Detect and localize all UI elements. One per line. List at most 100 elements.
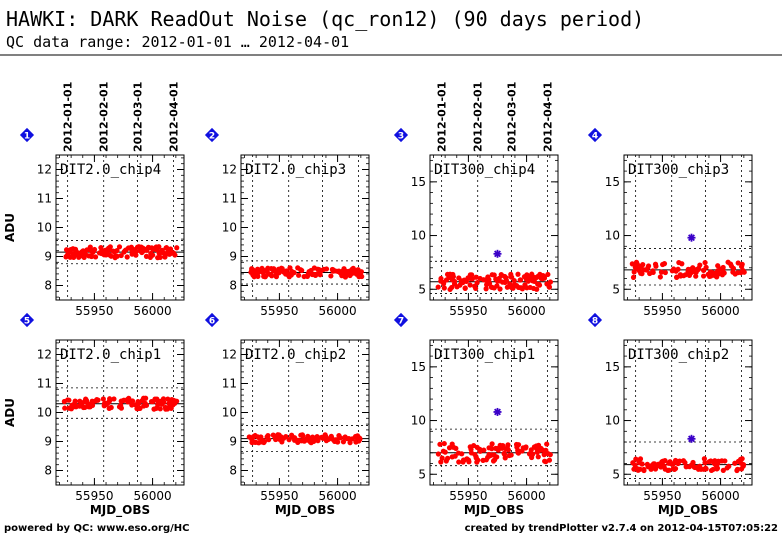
data-point [500, 442, 506, 449]
data-point [519, 286, 526, 292]
data-point [291, 270, 297, 276]
y-tick-label: 8 [229, 279, 237, 293]
data-point [653, 263, 659, 269]
data-point [491, 272, 497, 278]
data-point [474, 280, 480, 286]
data-point [161, 399, 167, 405]
data-point [468, 446, 474, 453]
data-point [523, 445, 529, 451]
data-point [547, 452, 553, 458]
panel-frame [429, 154, 559, 301]
y-tick-label: 10 [37, 406, 52, 420]
data-point [157, 406, 163, 412]
data-point [347, 440, 353, 446]
data-point [62, 405, 68, 411]
data-point [740, 462, 747, 468]
data-point [534, 286, 540, 292]
data-point [255, 273, 261, 279]
data-point [174, 398, 180, 404]
panel-number: 2 [209, 132, 215, 142]
data-point [442, 449, 448, 455]
y-tick-label: 11 [37, 377, 52, 391]
panel-8: 5 10 15 55950 56000 DIT300_chip2 8 MJD_OBS [587, 312, 753, 518]
data-point [702, 460, 708, 466]
x-tick-label: 55950 [75, 489, 113, 503]
panel-frame [623, 339, 753, 486]
y-tick-label: 5 [418, 467, 426, 481]
panel-number-badge [393, 312, 409, 328]
x-tick-label: 56000 [133, 304, 171, 318]
panel-6: 8 9 10 11 12 55950 56000 DIT2.0_chip2 6 MJD_OBS [204, 312, 370, 518]
y-tick-label: 15 [411, 175, 426, 189]
x-tick-label: 55950 [449, 304, 487, 318]
date-tick-label: 2012-04-01 [168, 82, 181, 152]
data-point [645, 263, 652, 269]
data-point [720, 467, 726, 473]
data-point [546, 284, 552, 290]
date-tick-label: 2012-03-01 [131, 82, 144, 152]
data-point [133, 252, 139, 258]
data-point [129, 398, 136, 404]
data-point [650, 269, 656, 276]
data-point [486, 280, 493, 286]
date-tick-label: 2012-03-01 [505, 82, 518, 152]
data-point [497, 286, 503, 292]
panel-number: 6 [209, 317, 215, 327]
y-tick-label: 10 [411, 229, 426, 243]
data-point [441, 440, 447, 447]
data-point [163, 245, 170, 251]
data-point [702, 259, 708, 266]
date-tick-label: 2012-04-01 [542, 82, 555, 152]
outlier-stroke [494, 250, 501, 258]
panel-number: 5 [24, 317, 30, 327]
data-point [88, 253, 95, 260]
x-tick-label: 56000 [507, 304, 545, 318]
data-point [328, 273, 334, 279]
data-point [703, 465, 709, 471]
data-point [511, 278, 517, 284]
data-point [300, 433, 306, 439]
data-point [544, 441, 550, 447]
data-point [82, 404, 88, 411]
y-tick-label: 10 [411, 414, 426, 428]
y-tick-label: 11 [37, 192, 52, 206]
data-point [317, 272, 323, 278]
y-tick-label: 12 [37, 163, 52, 177]
y-tick-label: 10 [37, 221, 52, 235]
page-title: HAWKI: DARK ReadOut Noise (qc_ron12) (90… [6, 7, 644, 31]
data-point [508, 452, 514, 458]
data-point [283, 433, 289, 440]
data-point [453, 445, 459, 452]
data-point [469, 272, 475, 278]
data-point [629, 261, 635, 267]
panel-label: DIT2.0_chip1 [60, 347, 161, 363]
data-point [639, 271, 645, 277]
data-point [89, 402, 96, 408]
data-point [314, 434, 320, 440]
data-point [116, 244, 123, 250]
x-axis-label: MJD_OBS [658, 503, 718, 518]
data-point [515, 442, 522, 448]
data-point [305, 433, 311, 439]
data-point [459, 451, 465, 457]
data-point [118, 405, 124, 411]
data-point [172, 252, 178, 258]
data-point [462, 285, 468, 291]
panel-number-badge [19, 312, 35, 328]
y-tick-label: 10 [222, 221, 237, 235]
data-point [483, 286, 489, 292]
data-point [337, 435, 343, 441]
data-point [156, 244, 162, 250]
y-tick-label: 15 [605, 175, 620, 189]
data-point [435, 284, 441, 290]
data-point [505, 447, 512, 453]
data-point [715, 271, 721, 277]
x-tick-label: 56000 [507, 489, 545, 503]
panel-number: 7 [398, 317, 404, 327]
data-point [545, 271, 551, 278]
page-subtitle: QC data range: 2012-01-01 … 2012-04-01 [6, 33, 349, 51]
panel-number-badge [587, 127, 603, 143]
y-tick-label: 10 [222, 406, 237, 420]
data-point [672, 465, 679, 472]
panel-number-badge [204, 312, 220, 328]
